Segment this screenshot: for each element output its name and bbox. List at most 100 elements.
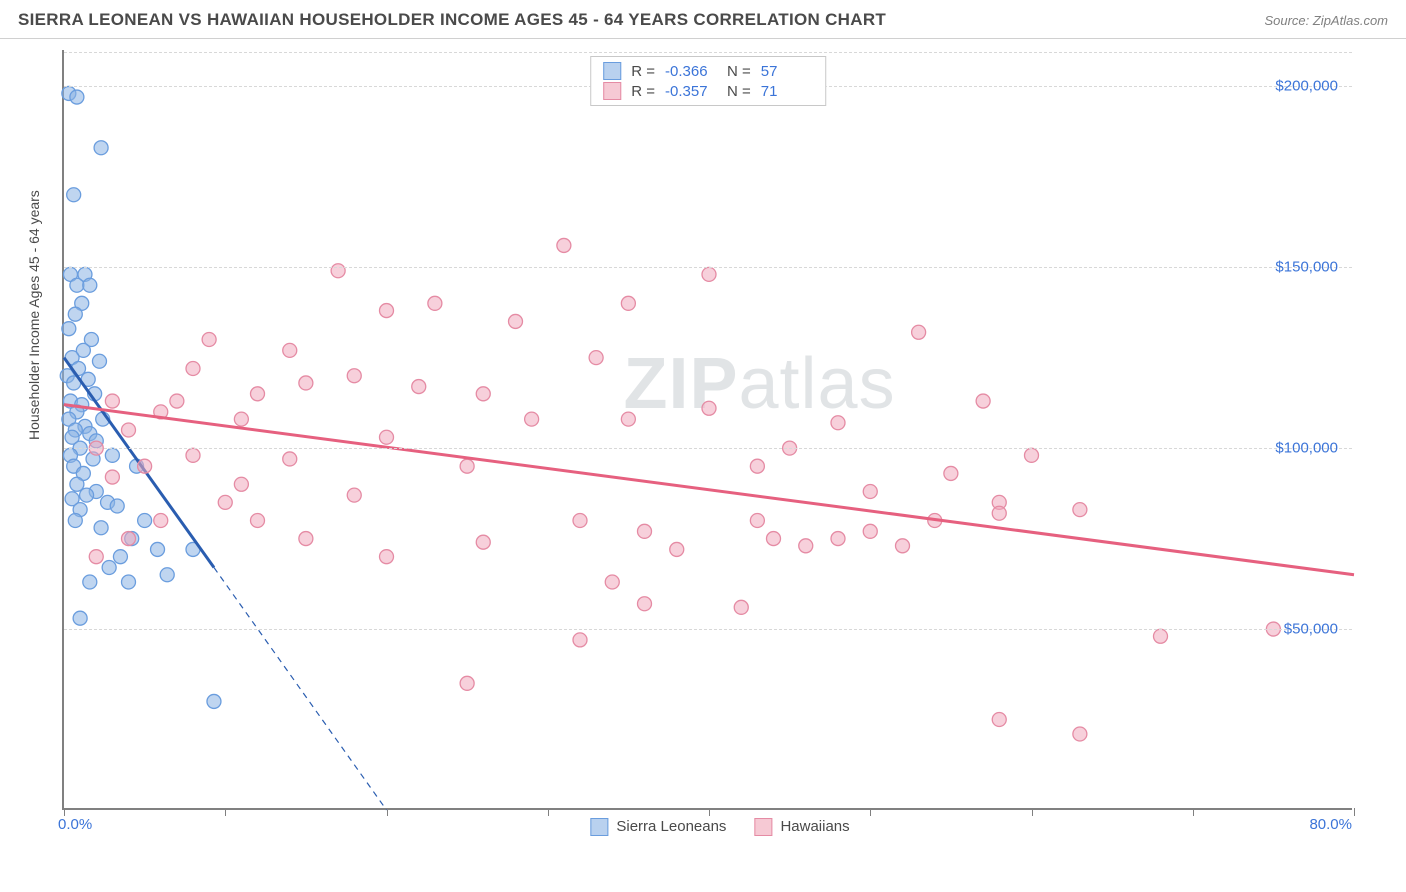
r-value: -0.357 — [665, 83, 717, 100]
data-point — [154, 513, 168, 527]
legend-swatch — [603, 82, 621, 100]
data-point — [670, 542, 684, 556]
data-point — [799, 539, 813, 553]
data-point — [122, 423, 136, 437]
data-point — [476, 535, 490, 549]
data-point — [557, 238, 571, 252]
legend-swatch — [603, 62, 621, 80]
data-point — [105, 448, 119, 462]
legend-stat-row: R = -0.357 N = 71 — [603, 81, 813, 101]
data-point — [186, 448, 200, 462]
x-max-label: 80.0% — [1309, 816, 1352, 833]
data-point — [380, 304, 394, 318]
data-point — [944, 466, 958, 480]
data-point — [299, 532, 313, 546]
data-point — [734, 600, 748, 614]
data-point — [863, 524, 877, 538]
legend-label: Sierra Leoneans — [616, 818, 726, 835]
n-label: N = — [727, 83, 751, 100]
data-point — [702, 267, 716, 281]
data-point — [750, 513, 764, 527]
data-point — [105, 470, 119, 484]
n-label: N = — [727, 63, 751, 80]
gridline-h — [64, 267, 1352, 268]
data-point — [476, 387, 490, 401]
data-point — [863, 485, 877, 499]
r-label: R = — [631, 83, 655, 100]
data-point — [251, 387, 265, 401]
data-point — [621, 296, 635, 310]
data-point — [621, 412, 635, 426]
data-point — [992, 506, 1006, 520]
data-point — [573, 633, 587, 647]
x-tick — [1354, 808, 1355, 816]
trend-line — [64, 405, 1354, 575]
data-point — [1154, 629, 1168, 643]
x-tick — [870, 808, 871, 816]
gridline-h — [64, 52, 1352, 53]
data-point — [73, 611, 87, 625]
data-point — [110, 499, 124, 513]
data-point — [896, 539, 910, 553]
legend-swatch — [754, 818, 772, 836]
data-point — [62, 322, 76, 336]
data-point — [68, 513, 82, 527]
data-point — [234, 412, 248, 426]
x-tick — [387, 808, 388, 816]
data-point — [992, 713, 1006, 727]
data-point — [767, 532, 781, 546]
data-point — [186, 361, 200, 375]
n-value: 71 — [761, 83, 813, 100]
data-point — [138, 513, 152, 527]
data-point — [170, 394, 184, 408]
data-point — [428, 296, 442, 310]
gridline-h — [64, 629, 1352, 630]
data-point — [102, 561, 116, 575]
gridline-h — [64, 448, 1352, 449]
legend-swatch — [590, 818, 608, 836]
data-point — [460, 459, 474, 473]
data-point — [70, 90, 84, 104]
data-point — [202, 333, 216, 347]
legend-stat-row: R =-0.366N =57 — [603, 61, 813, 81]
data-point — [831, 532, 845, 546]
x-tick — [709, 808, 710, 816]
data-point — [70, 278, 84, 292]
data-point — [638, 597, 652, 611]
data-point — [750, 459, 764, 473]
x-tick — [64, 808, 65, 816]
data-point — [589, 351, 603, 365]
data-point — [105, 394, 119, 408]
y-tick-label: $100,000 — [1275, 440, 1338, 457]
data-point — [89, 550, 103, 564]
data-point — [347, 369, 361, 383]
data-point — [218, 495, 232, 509]
data-point — [122, 532, 136, 546]
data-point — [283, 452, 297, 466]
legend-label: Hawaiians — [780, 818, 849, 835]
data-point — [92, 354, 106, 368]
data-point — [573, 513, 587, 527]
y-tick-label: $50,000 — [1284, 621, 1338, 638]
data-point — [912, 325, 926, 339]
data-point — [207, 694, 221, 708]
data-point — [234, 477, 248, 491]
data-point — [151, 542, 165, 556]
data-point — [638, 524, 652, 538]
data-point — [347, 488, 361, 502]
data-point — [94, 521, 108, 535]
data-point — [113, 550, 127, 564]
data-point — [831, 416, 845, 430]
y-tick-label: $200,000 — [1275, 78, 1338, 95]
data-point — [160, 568, 174, 582]
y-tick-label: $150,000 — [1275, 259, 1338, 276]
page-title: SIERRA LEONEAN VS HAWAIIAN HOUSEHOLDER I… — [18, 10, 886, 30]
data-point — [412, 380, 426, 394]
data-point — [976, 394, 990, 408]
x-tick — [548, 808, 549, 816]
data-point — [138, 459, 152, 473]
legend-item: Sierra Leoneans — [590, 818, 726, 836]
x-min-label: 0.0% — [58, 816, 92, 833]
data-point — [122, 575, 136, 589]
data-point — [67, 188, 81, 202]
